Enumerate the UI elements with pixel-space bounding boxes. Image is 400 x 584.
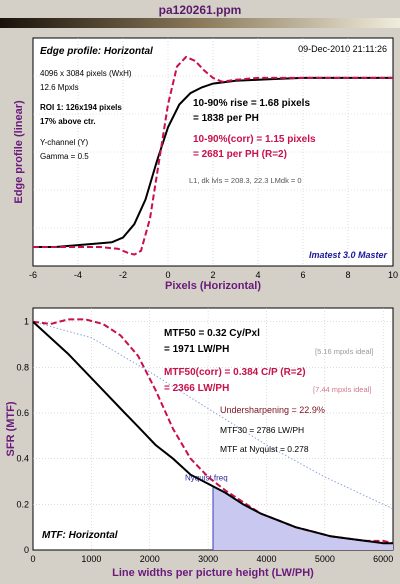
- edge-x-tick-label: -4: [74, 270, 82, 280]
- edge-x-tick-label: 6: [300, 270, 305, 280]
- mtf-x-tick-label: 2000: [140, 554, 160, 564]
- mtf50-line-1: = 1971 LW/PH: [164, 344, 229, 355]
- mtf50corr-ideal: [7.44 mpxls ideal]: [313, 385, 371, 394]
- mtf-x-label: Line widths per picture height (LW/PH): [112, 567, 314, 579]
- lum-line: L1, dk lvls = 208.3, 22.3 LMdk = 0: [189, 176, 302, 185]
- nyquist-fill: [213, 486, 393, 550]
- edge-x-tick-label: 8: [345, 270, 350, 280]
- mtf-y-tick-label: 1: [24, 317, 29, 327]
- edge-series-line: [33, 55, 393, 256]
- corr-line-1: = 2681 per PH (R=2): [193, 149, 287, 160]
- edge-x-tick-label: 0: [165, 270, 170, 280]
- corr-line-0: 10-90%(corr) = 1.15 pixels: [193, 134, 316, 145]
- mtf-y-tick-label: 0.2: [16, 499, 29, 509]
- mtf-x-tick-label: 6000: [373, 554, 393, 564]
- mtf-title: MTF: Horizontal: [42, 530, 118, 541]
- title-gradient: [0, 18, 400, 28]
- mtf-ticks: 0 1000 2000 3000 4000 5000 6000 0 0.2 0.4 0.6 0.8 1: [16, 317, 393, 564]
- imatest-footer: Imatest 3.0 Master: [309, 250, 388, 260]
- mtf-y-tick-label: 0.6: [16, 408, 29, 418]
- edge-series-line: [33, 76, 393, 248]
- mtf-x-tick-label: 4000: [256, 554, 276, 564]
- info-line-0: 4096 x 3084 pixels (WxH): [40, 69, 132, 78]
- edge-title: Edge profile: Horizontal: [40, 46, 153, 57]
- info-line-4: Y-channel (Y): [40, 138, 89, 147]
- mtf-series-line: [32, 320, 393, 545]
- mtf50corr-line-1: = 2366 LW/PH: [164, 383, 229, 394]
- info-line-2: ROI 1: 126x194 pixels: [40, 103, 122, 112]
- mtf-x-tick-label: 0: [30, 554, 35, 564]
- mtf-grid: [33, 308, 393, 550]
- mtf-y-label: SFR (MTF): [5, 401, 17, 456]
- mtf-series-line: [32, 321, 394, 510]
- mtf-y-tick-label: 0.4: [16, 454, 29, 464]
- mtf50-line-0: MTF50 = 0.32 Cy/Pxl: [164, 328, 260, 339]
- edge-date: 09-Dec-2010 21:11:26: [298, 44, 387, 54]
- mtf-y-tick-label: 0: [24, 545, 29, 555]
- edge-x-tick-label: 2: [210, 270, 215, 280]
- mtf50corr-line-0: MTF50(corr) = 0.384 C/P (R=2): [164, 367, 306, 378]
- edge-x-ticks: -6 -4 -2 0 2 4 6 8 10: [29, 270, 398, 280]
- nyquist-label: Nyquist freq: [185, 473, 228, 482]
- mtf-series: [32, 318, 394, 545]
- edge-y-label: Edge profile (linear): [13, 100, 25, 204]
- info-line-5: Gamma = 0.5: [40, 152, 89, 161]
- nyquist-region: Nyquist freq: [185, 473, 393, 550]
- edge-x-tick-label: -6: [29, 270, 37, 280]
- info-line-3: 17% above ctr.: [40, 117, 96, 126]
- edge-series: [33, 55, 393, 256]
- mtf30: MTF30 = 2786 LW/PH: [220, 425, 304, 435]
- mtf-x-tick-label: 5000: [315, 554, 335, 564]
- edge-grid: [33, 38, 393, 266]
- mtf50-ideal: [5.16 mpxls ideal]: [315, 347, 373, 356]
- window-title: pa120261.ppm: [158, 3, 242, 17]
- info-line-1: 12.6 Mpxls: [40, 83, 79, 92]
- rise-line-1: = 1838 per PH: [193, 113, 259, 124]
- undersharpening: Undersharpening = 22.9%: [220, 405, 325, 415]
- mtf-x-tick-label: 3000: [198, 554, 218, 564]
- rise-line-0: 10-90% rise = 1.68 pixels: [193, 98, 310, 109]
- edge-x-tick-label: 10: [388, 270, 398, 280]
- edge-x-tick-label: -2: [119, 270, 127, 280]
- mtf-y-tick-label: 0.8: [16, 362, 29, 372]
- edge-x-label: Pixels (Horizontal): [165, 280, 261, 292]
- edge-x-tick-label: 4: [255, 270, 260, 280]
- mtf-at-nyquist: MTF at Nyquist = 0.278: [220, 444, 309, 454]
- mtf-x-tick-label: 1000: [81, 554, 101, 564]
